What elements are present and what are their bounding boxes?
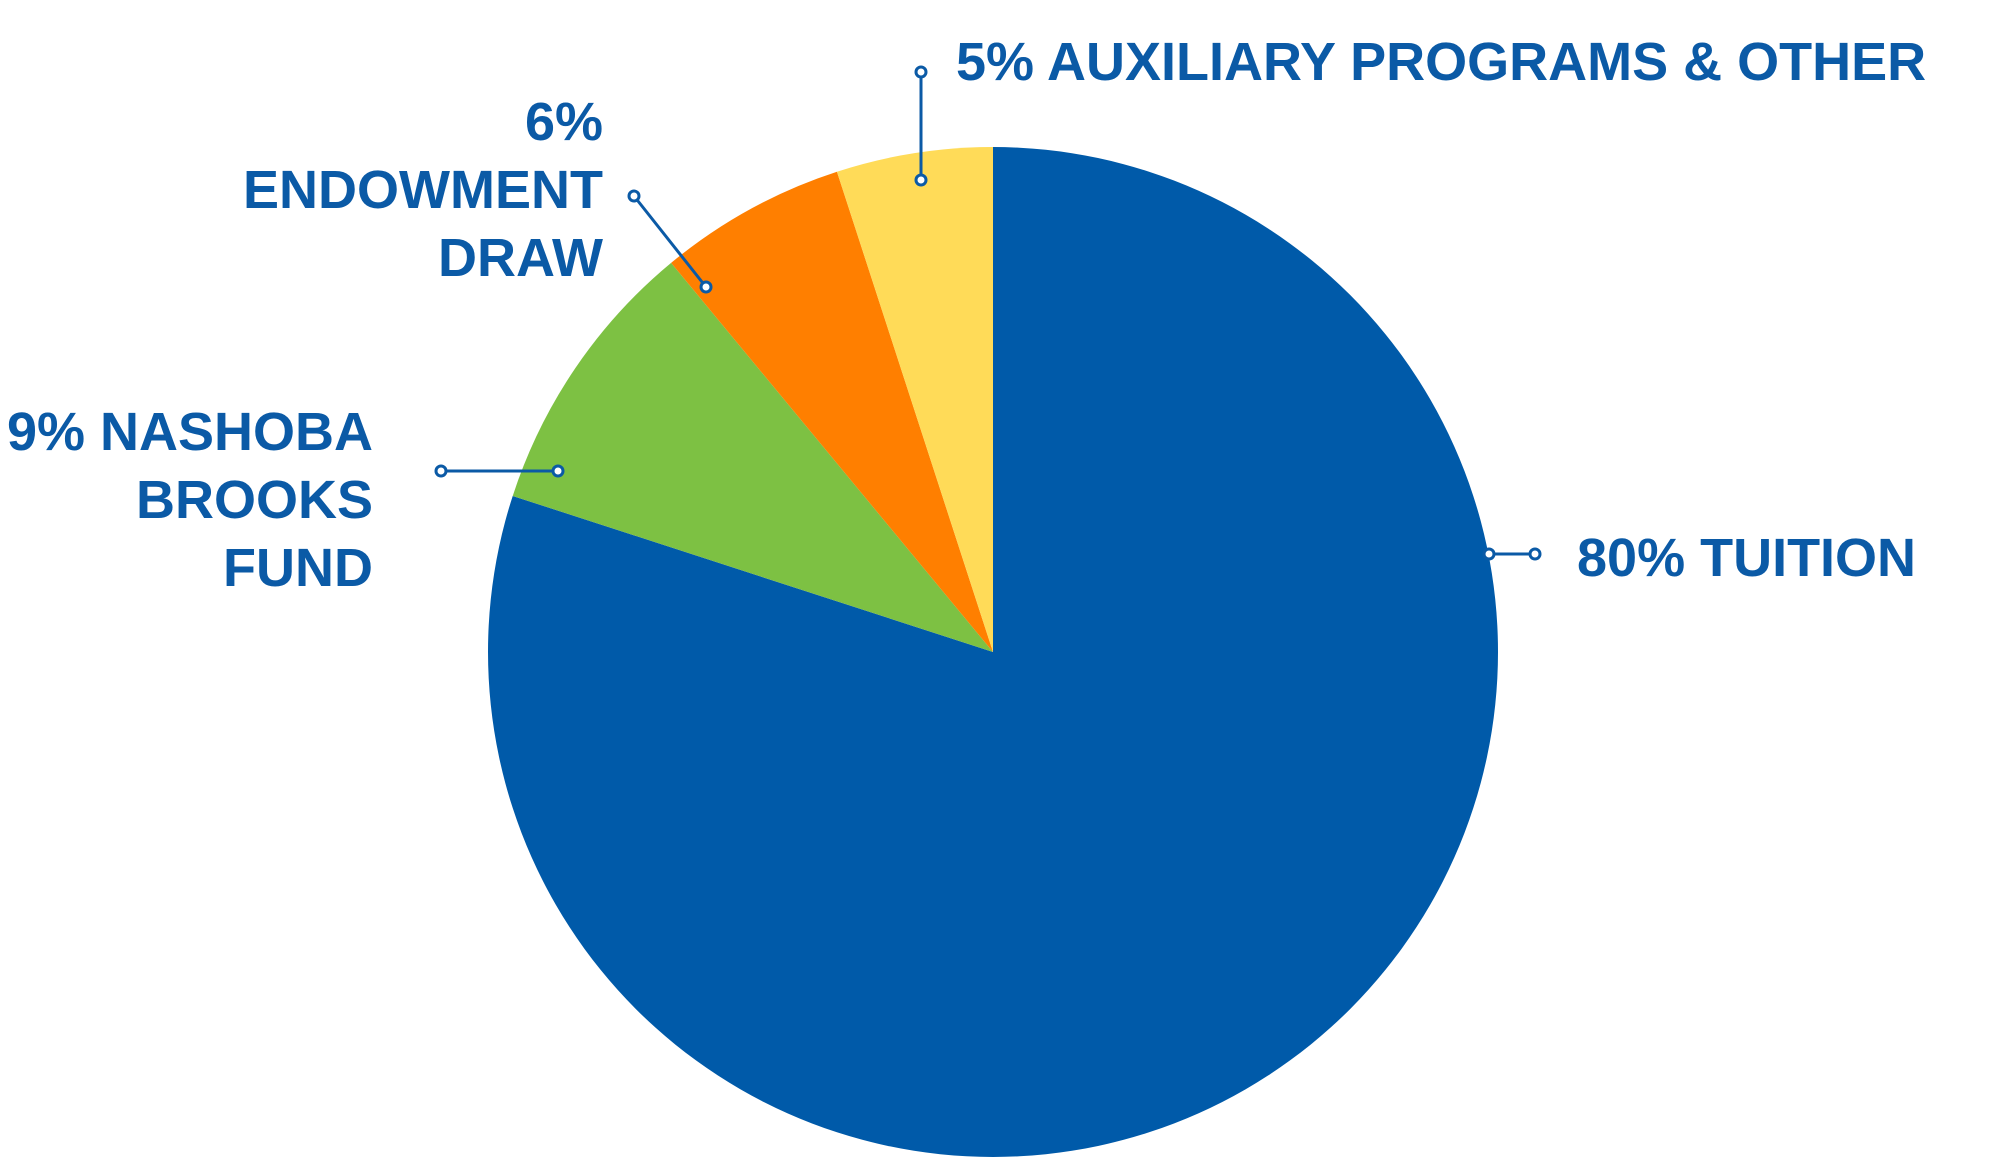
leader-dot-2-0 — [699, 280, 713, 294]
slice-label-1-line-2: FUND — [223, 538, 373, 598]
leader-dot-1-1 — [434, 464, 448, 478]
leader-dot-0-0 — [1482, 547, 1496, 561]
slice-label-2-line-1: ENDOWMENT — [243, 160, 603, 220]
pie-slice-0 — [488, 147, 1499, 1157]
slice-label-2-line-2: DRAW — [438, 228, 603, 288]
slice-label-2: 6% ENDOWMENT DRAW — [243, 92, 603, 288]
slice-label-0: 80% TUITION — [1577, 528, 1916, 588]
pie-slice-1 — [512, 262, 993, 652]
pie-slice-3 — [836, 147, 993, 652]
slice-label-3: 5% AUXILIARY PROGRAMS & OTHER — [956, 32, 1926, 92]
slice-label-1-line-0: 9% NASHOBA — [7, 402, 373, 462]
leader-dot-0-1 — [1528, 547, 1542, 561]
leader-line-2 — [632, 195, 708, 288]
leader-dot-3-1 — [914, 65, 928, 79]
slice-label-1: 9% NASHOBA BROOKS FUND — [7, 402, 373, 598]
leader-dot-2-1 — [627, 189, 641, 203]
pie-slice-2 — [671, 171, 993, 652]
slice-labels: 80% TUITION 9% NASHOBA BROOKS FUND 6% ENDOWME… — [7, 32, 1926, 598]
leader-dot-1-0 — [551, 464, 565, 478]
slice-label-3-line-0: 5% AUXILIARY PROGRAMS & OTHER — [956, 32, 1926, 92]
pie-slices — [488, 147, 1499, 1157]
leader-dot-3-0 — [914, 173, 928, 187]
slice-label-1-line-1: BROOKS — [136, 470, 373, 530]
leader-lines — [434, 65, 1542, 561]
slice-label-2-line-0: 6% — [525, 92, 603, 152]
slice-label-0-line-0: 80% TUITION — [1577, 528, 1916, 588]
